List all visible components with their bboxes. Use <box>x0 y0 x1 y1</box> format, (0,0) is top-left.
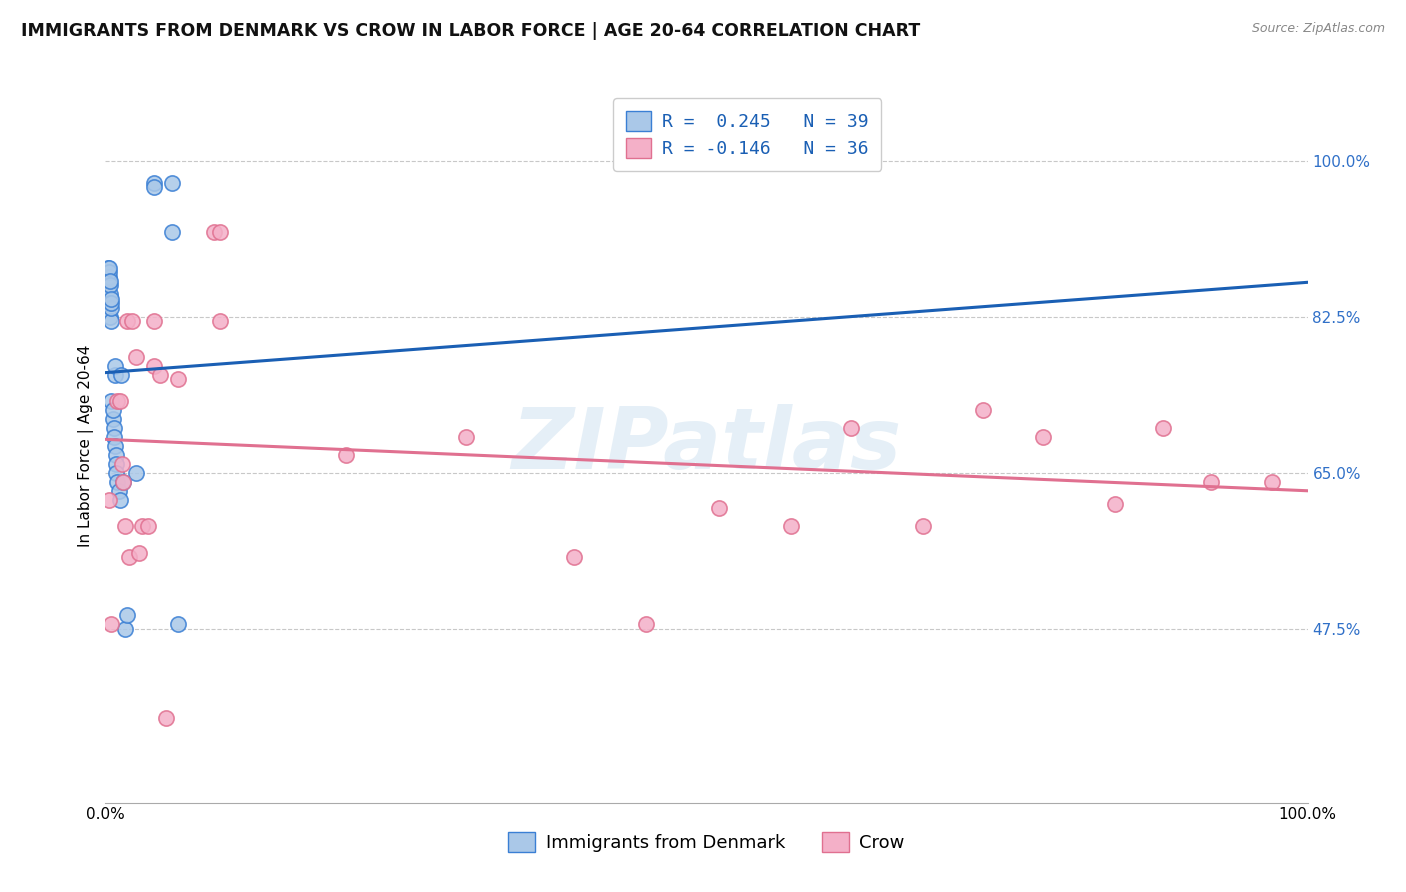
Point <box>202 225 225 239</box>
Point <box>110 368 132 382</box>
Text: 100.0%: 100.0% <box>1278 807 1337 822</box>
Point <box>142 180 165 194</box>
Point <box>128 546 150 560</box>
Point <box>100 301 122 315</box>
Point <box>98 492 121 507</box>
Point <box>148 368 170 382</box>
Point <box>208 314 231 328</box>
Point <box>562 550 585 565</box>
Point <box>636 617 658 632</box>
Point <box>105 466 128 480</box>
Legend: Immigrants from Denmark, Crow: Immigrants from Denmark, Crow <box>501 825 912 859</box>
Point <box>98 287 121 301</box>
Point <box>121 314 143 328</box>
Point <box>142 176 165 190</box>
Point <box>335 448 357 462</box>
Point <box>103 421 125 435</box>
Point <box>100 314 122 328</box>
Point <box>115 314 138 328</box>
Point <box>114 622 136 636</box>
Point <box>1260 475 1282 489</box>
Point <box>107 483 129 498</box>
Point <box>1104 497 1126 511</box>
Point <box>98 260 121 275</box>
Point <box>160 176 183 190</box>
Point <box>124 350 146 364</box>
Point <box>98 296 121 310</box>
Point <box>98 310 121 324</box>
Text: IMMIGRANTS FROM DENMARK VS CROW IN LABOR FORCE | AGE 20-64 CORRELATION CHART: IMMIGRANTS FROM DENMARK VS CROW IN LABOR… <box>21 22 921 40</box>
Point <box>104 439 127 453</box>
Point <box>112 475 135 489</box>
Point <box>98 278 121 293</box>
Point <box>1032 430 1054 444</box>
Point <box>101 412 124 426</box>
Point <box>136 519 159 533</box>
Point <box>142 314 165 328</box>
Point <box>454 430 477 444</box>
Point <box>112 475 135 489</box>
Point <box>98 269 121 284</box>
Point <box>208 225 231 239</box>
Point <box>97 269 120 284</box>
Point <box>839 421 862 435</box>
Point <box>972 403 994 417</box>
Point <box>166 617 188 632</box>
Point <box>101 403 124 417</box>
Text: Source: ZipAtlas.com: Source: ZipAtlas.com <box>1251 22 1385 36</box>
Point <box>911 519 934 533</box>
Point <box>108 394 131 409</box>
Point <box>97 260 120 275</box>
Point <box>1201 475 1223 489</box>
Text: ZIPatlas: ZIPatlas <box>512 404 901 488</box>
Point <box>142 359 165 373</box>
Point <box>98 274 121 288</box>
Point <box>107 475 129 489</box>
Point <box>105 448 128 462</box>
Point <box>707 501 730 516</box>
Point <box>98 278 121 293</box>
Point <box>115 608 138 623</box>
Point <box>160 225 183 239</box>
Point <box>100 617 122 632</box>
Point <box>100 292 122 306</box>
Point <box>166 372 188 386</box>
Point <box>118 550 141 565</box>
Point <box>100 296 122 310</box>
Point <box>1152 421 1174 435</box>
Point <box>131 519 153 533</box>
Point <box>111 457 134 471</box>
Point <box>104 359 127 373</box>
Point <box>124 466 146 480</box>
Text: 0.0%: 0.0% <box>86 807 125 822</box>
Y-axis label: In Labor Force | Age 20-64: In Labor Force | Age 20-64 <box>79 345 94 547</box>
Point <box>98 265 121 279</box>
Point <box>155 711 177 725</box>
Point <box>107 394 129 409</box>
Point <box>105 457 128 471</box>
Point <box>100 394 122 409</box>
Point <box>104 368 127 382</box>
Point <box>779 519 801 533</box>
Point <box>103 430 125 444</box>
Point <box>108 492 131 507</box>
Point <box>114 519 136 533</box>
